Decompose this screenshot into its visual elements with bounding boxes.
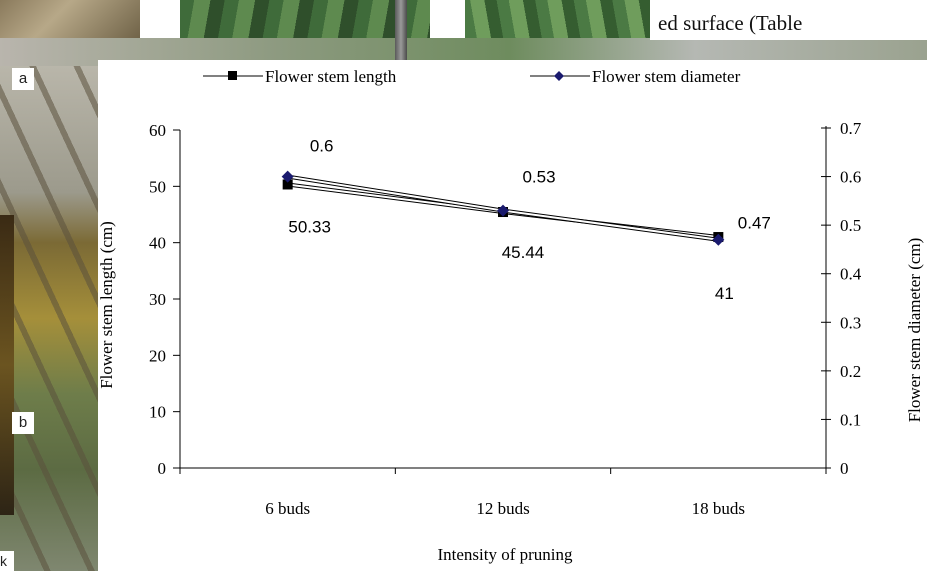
data-label-length: 41 <box>715 284 734 303</box>
background-photo-plants <box>180 0 430 40</box>
left-tick-label: 30 <box>149 290 166 309</box>
data-label-diameter: 0.53 <box>522 168 555 187</box>
right-tick-label: 0.3 <box>840 313 861 332</box>
legend-marker-diamond <box>554 71 564 81</box>
legend: Flower stem length Flower stem diameter <box>203 67 741 86</box>
x-tick-label: 6 buds <box>265 499 310 518</box>
background-photo-top-left <box>0 0 140 40</box>
background-photo-trellis <box>0 66 100 571</box>
left-tick-label: 60 <box>149 121 166 140</box>
right-y-axis-title: Flower stem diameter (cm) <box>905 238 924 423</box>
data-label-length: 45.44 <box>502 243 545 262</box>
left-tick-label: 0 <box>158 459 167 478</box>
corner-letter: k <box>0 551 14 571</box>
legend-label-diameter: Flower stem diameter <box>592 67 741 86</box>
dual-axis-line-chart: Flower stem length Flower stem diameter … <box>98 67 924 564</box>
left-tick-label: 20 <box>149 346 166 365</box>
right-tick-label: 0.6 <box>840 168 861 187</box>
x-tick-label: 12 buds <box>476 499 529 518</box>
left-tick-label: 50 <box>149 177 166 196</box>
right-tick-label: 0.7 <box>840 119 862 138</box>
x-axis-title: Intensity of pruning <box>437 545 573 564</box>
marker-diamond <box>281 170 294 183</box>
right-tick-label: 0.1 <box>840 410 861 429</box>
left-tick-label: 40 <box>149 234 166 253</box>
x-tick-label: 18 buds <box>692 499 745 518</box>
background-photo-greenhouse <box>465 0 650 40</box>
data-label-diameter: 0.6 <box>310 137 334 156</box>
right-tick-label: 0 <box>840 459 849 478</box>
background-photo-pole <box>395 0 407 60</box>
right-axis-ticks: 0 0.1 0.2 0.3 0.4 0.5 0.6 0.7 <box>821 119 862 478</box>
x-axis-ticks: 6 buds 12 buds 18 buds <box>179 468 827 518</box>
legend-label-length: Flower stem length <box>265 67 397 86</box>
right-tick-label: 0.2 <box>840 362 861 381</box>
marker-diamond <box>497 204 509 217</box>
photo-label-a: a <box>12 68 34 90</box>
chart-panel: Flower stem length Flower stem diameter … <box>98 60 927 571</box>
data-label-diameter: 0.47 <box>738 214 771 233</box>
background-photo-soil <box>0 215 14 515</box>
series-layer: 50.33 45.44 41 0.6 0.53 0.47 <box>281 137 771 303</box>
left-y-axis-title: Flower stem length (cm) <box>98 221 116 389</box>
legend-marker-square <box>228 71 237 80</box>
right-tick-label: 0.4 <box>840 265 862 284</box>
marker-diamond <box>712 233 725 246</box>
caption-snippet: ed surface (Table <box>650 6 927 40</box>
data-label-length: 50.33 <box>288 217 331 236</box>
photo-label-b: b <box>12 412 34 434</box>
left-tick-label: 10 <box>149 403 166 422</box>
right-tick-label: 0.5 <box>840 216 861 235</box>
marker-square <box>282 179 293 190</box>
left-axis-ticks: 0 10 20 30 40 50 60 <box>149 121 180 478</box>
